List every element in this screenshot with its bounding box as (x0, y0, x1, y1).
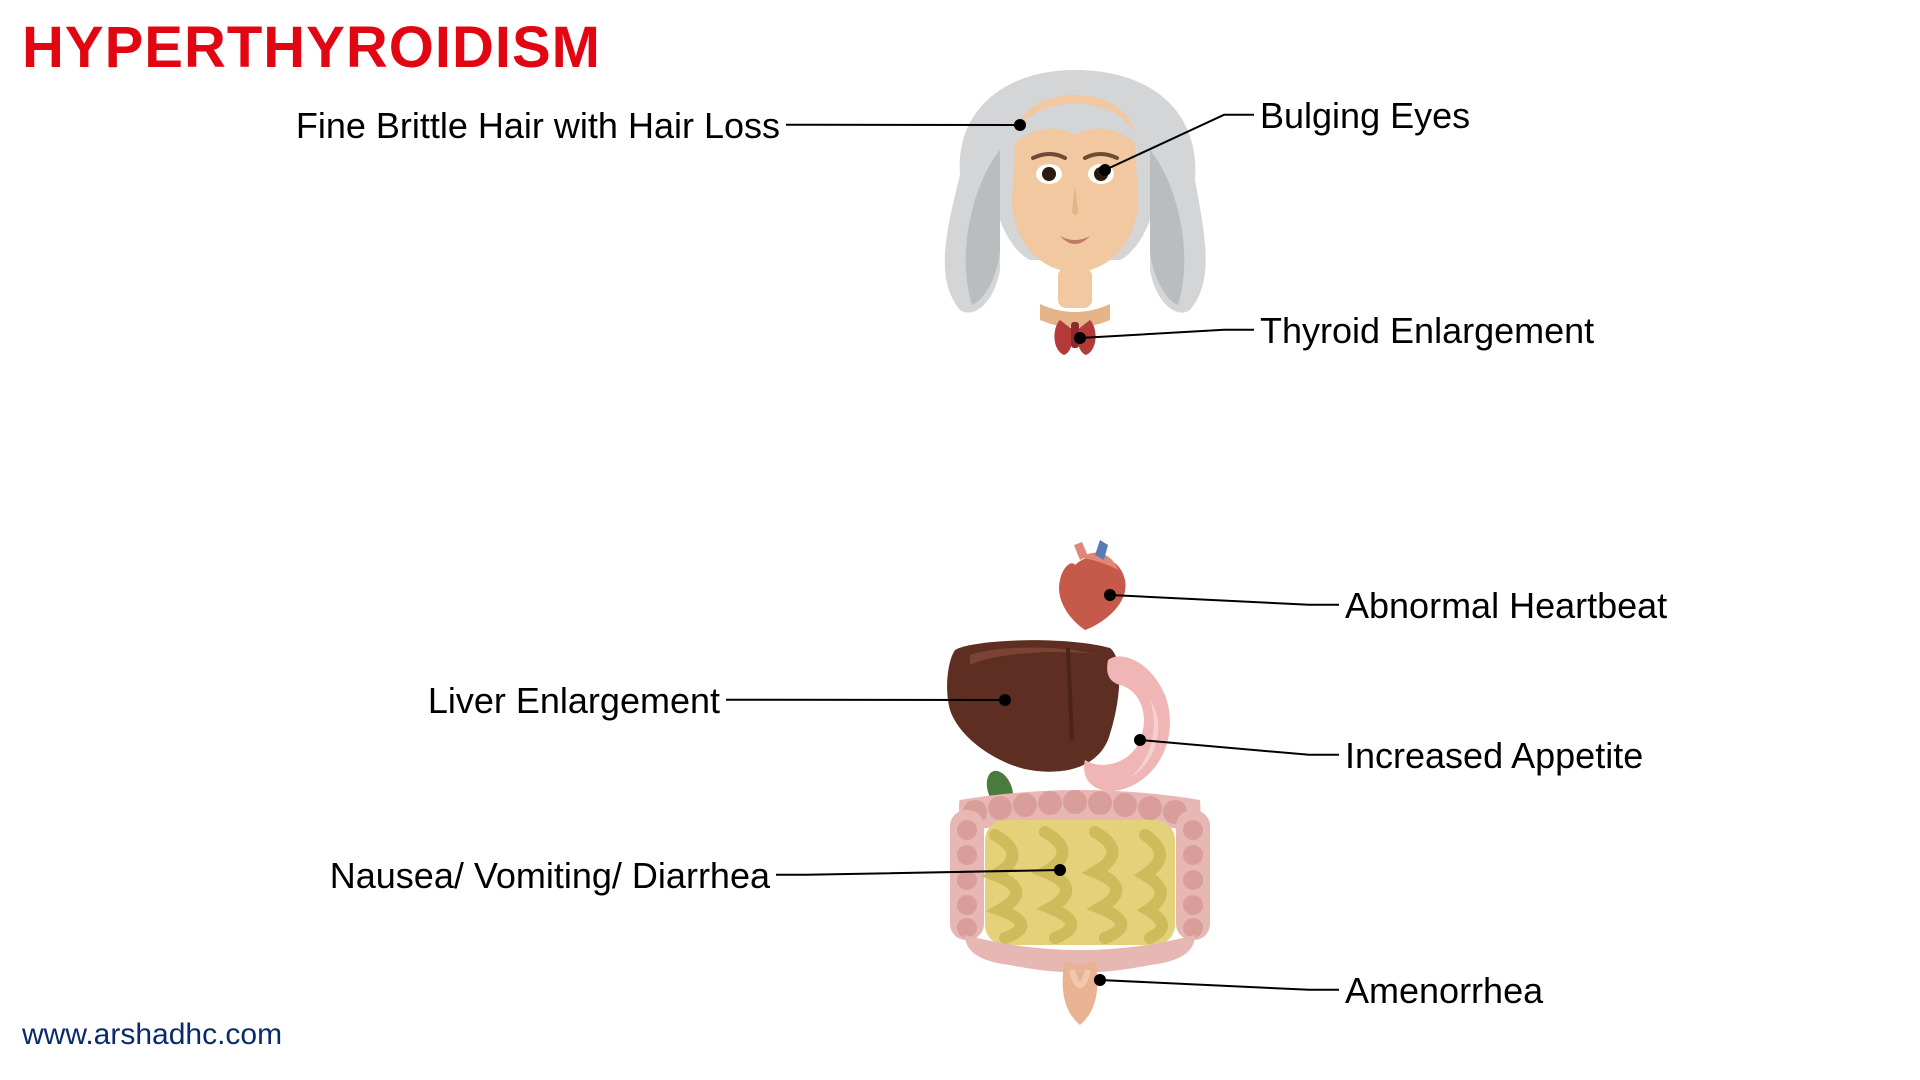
neck (1058, 268, 1092, 308)
heart (1059, 540, 1126, 630)
rectum (1063, 960, 1098, 1025)
footer-url: www.arshadhc.com (22, 1018, 282, 1052)
label-eyes: Bulging Eyes (1260, 95, 1470, 137)
label-hair: Fine Brittle Hair with Hair Loss (296, 105, 780, 147)
label-liver: Liver Enlargement (428, 680, 720, 722)
torso-illustration (947, 540, 1210, 1025)
liver (947, 640, 1119, 772)
label-heart: Abnormal Heartbeat (1345, 585, 1667, 627)
label-amen: Amenorrhea (1345, 970, 1543, 1012)
eye-iris-left (1042, 167, 1056, 181)
head-illustration (945, 70, 1206, 355)
small-intestine (985, 820, 1175, 945)
label-thyroid: Thyroid Enlargement (1260, 310, 1594, 352)
label-appetite: Increased Appetite (1345, 735, 1643, 777)
label-gi: Nausea/ Vomiting/ Diarrhea (330, 855, 770, 897)
diagram-canvas (0, 0, 1920, 1080)
page-title: HYPERTHYROIDISM (22, 14, 601, 81)
